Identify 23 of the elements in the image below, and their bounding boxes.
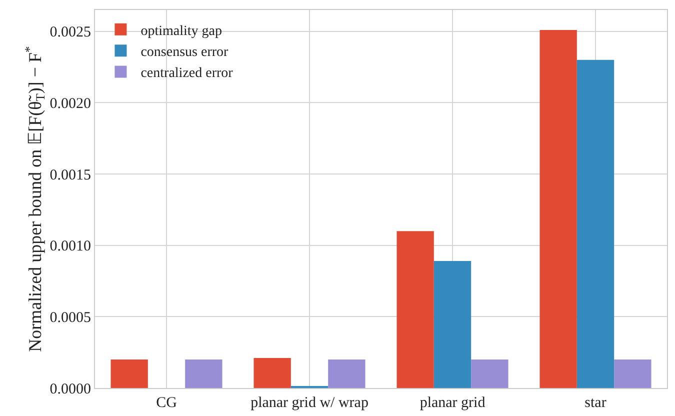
bar — [396, 231, 434, 388]
y-tick-label: 0.0025 — [50, 24, 91, 41]
bar — [471, 359, 508, 388]
y-tick-label: 0.0020 — [50, 96, 91, 112]
bar — [434, 261, 472, 388]
legend-label: centralized error — [140, 66, 234, 82]
legend-label: consensus error — [140, 45, 229, 60]
x-tick-label: star — [584, 395, 606, 411]
bar — [576, 60, 614, 388]
y-tick-label: 0.0005 — [50, 310, 91, 326]
bar — [254, 358, 291, 388]
bar — [110, 359, 148, 388]
bar — [540, 30, 577, 388]
bar — [328, 359, 366, 388]
bar — [185, 359, 222, 388]
legend-label: optimality gap — [140, 24, 222, 39]
x-tick-label: planar grid w/ wrap — [250, 395, 368, 411]
y-tick-label: 0.0015 — [50, 167, 91, 184]
bar — [614, 359, 652, 388]
x-tick-label: CG — [156, 395, 178, 411]
x-tick-label: planar grid — [420, 395, 486, 411]
y-tick-label: 0.0000 — [50, 381, 91, 398]
y-tick-label: 0.0010 — [50, 238, 91, 255]
